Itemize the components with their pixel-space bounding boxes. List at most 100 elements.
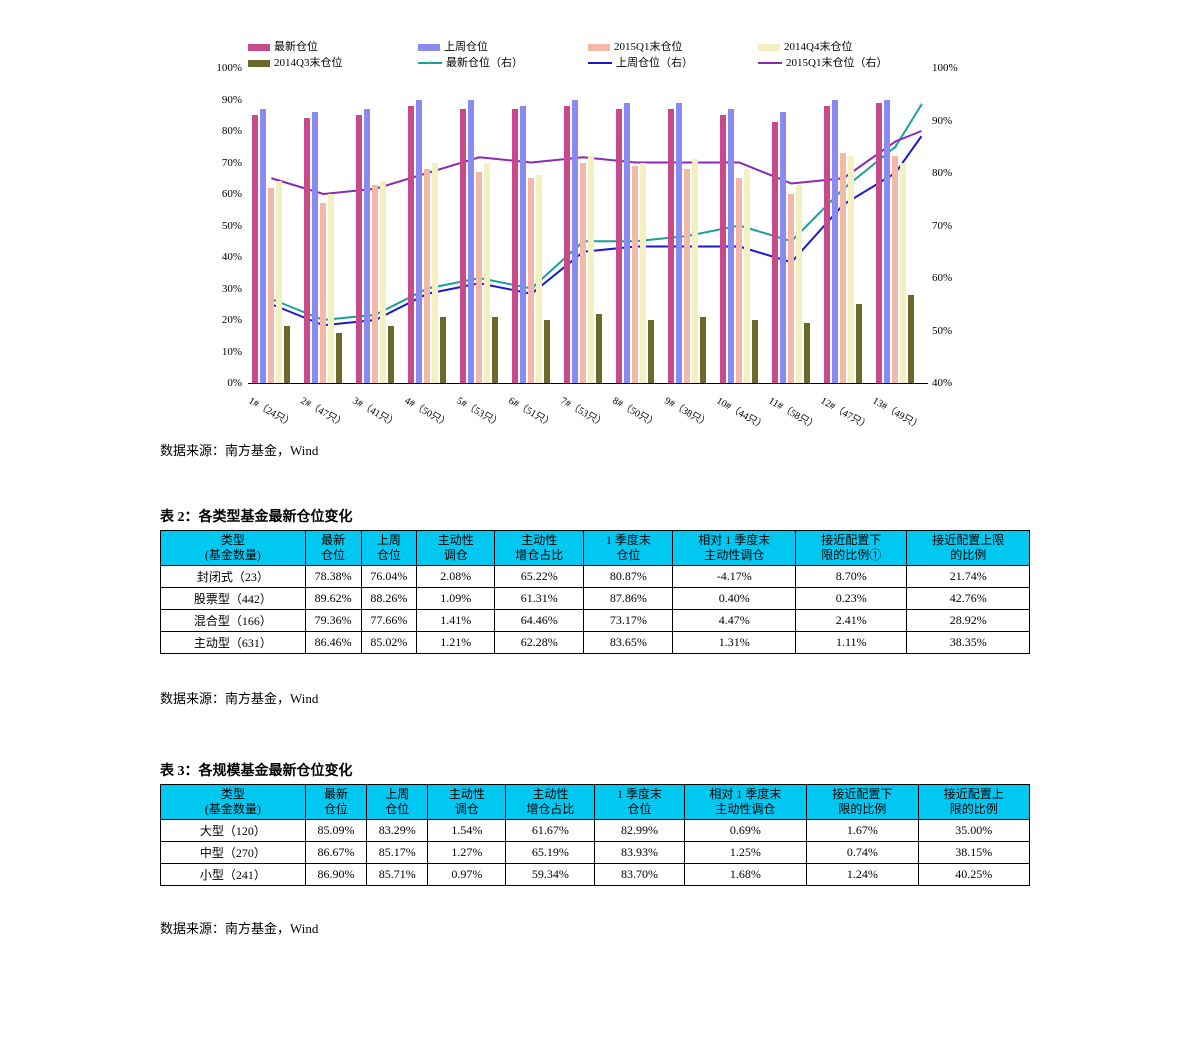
bar (268, 188, 274, 383)
table-cell: 83.93% (595, 842, 684, 864)
table-row: 混合型（166）79.36%77.66%1.41%64.46%73.17%4.4… (161, 610, 1030, 632)
bar (596, 314, 602, 383)
bar (676, 103, 682, 383)
bar (424, 169, 430, 383)
bar (468, 100, 474, 384)
bar (304, 118, 310, 383)
table-cell: 86.67% (305, 842, 366, 864)
svg-text:+: + (919, 100, 924, 110)
table-cell: 主动型（631） (161, 632, 306, 654)
table-cell: 85.09% (305, 820, 366, 842)
table-cell: 4.47% (673, 610, 796, 632)
bar (416, 100, 422, 384)
table-cell: 87.86% (584, 588, 673, 610)
svg-text:+: + (893, 142, 898, 152)
table-cell: 1.54% (428, 820, 506, 842)
table-row: 股票型（442）89.62%88.26%1.09%61.31%87.86%0.4… (161, 588, 1030, 610)
bar (900, 163, 906, 384)
bar (788, 194, 794, 383)
table-cell: 2.41% (796, 610, 907, 632)
table-cell: 封闭式（23） (161, 566, 306, 588)
table-cell: 2.08% (417, 566, 495, 588)
bar (856, 304, 862, 383)
bar (364, 109, 370, 383)
bar (840, 153, 846, 383)
table-header-cell: 接近配置上限的比例 (918, 785, 1029, 820)
bar (752, 320, 758, 383)
table-cell: 股票型（442） (161, 588, 306, 610)
table2-title: 表 3：各规模基金最新仓位变化 (160, 760, 353, 780)
bar (572, 100, 578, 384)
bar (640, 163, 646, 384)
table-cell: 0.74% (807, 842, 918, 864)
table-cell: 65.19% (506, 842, 595, 864)
bar (328, 194, 334, 383)
bar (432, 163, 438, 384)
table-row: 中型（270）86.67%85.17%1.27%65.19%83.93%1.25… (161, 842, 1030, 864)
table-header-cell: 最新仓位 (305, 785, 366, 820)
bar (804, 323, 810, 383)
bar (544, 320, 550, 383)
table-cell: 62.28% (495, 632, 584, 654)
bar (388, 326, 394, 383)
table-cell: 85.17% (367, 842, 428, 864)
chart-area: 最新仓位上周仓位2015Q1末仓位2014Q4末仓位2014Q3末仓位+最新仓位… (198, 38, 968, 428)
table-cell: 78.38% (305, 566, 361, 588)
bar (796, 185, 802, 383)
table-cell: 88.26% (361, 588, 417, 610)
bar (408, 106, 414, 383)
table-cell: 1.31% (673, 632, 796, 654)
table-header-cell: 上周仓位 (361, 531, 417, 566)
x-axis: 1#（24只）2#（47只）3#（41只）4#（50只）5#（53只）6#（51… (248, 388, 928, 428)
bar (320, 203, 326, 383)
bar (616, 109, 622, 383)
table-cell: 混合型（166） (161, 610, 306, 632)
table1-title: 表 2：各类型基金最新仓位变化 (160, 506, 353, 526)
table2-source: 数据来源：南方基金，Wind (160, 918, 318, 937)
bar (700, 317, 706, 383)
table-header-cell: 接近配置下限的比例 (807, 785, 918, 820)
table-cell: 35.00% (918, 820, 1029, 842)
y-axis-right: 40%50%60%70%80%90%100% (928, 68, 978, 383)
table-header-cell: 类型(基金数量) (161, 531, 306, 566)
legend-item: 最新仓位 (248, 38, 318, 54)
bar (824, 106, 830, 383)
table-header-cell: 类型(基金数量) (161, 785, 306, 820)
table-cell: 80.87% (584, 566, 673, 588)
table-cell: 小型（241） (161, 864, 306, 886)
bar (884, 100, 890, 384)
table-cell: 0.97% (428, 864, 506, 886)
bar (780, 112, 786, 383)
table-cell: 8.70% (796, 566, 907, 588)
table-cell: 86.90% (305, 864, 366, 886)
table-cell: 82.99% (595, 820, 684, 842)
table-cell: 61.31% (495, 588, 584, 610)
bar (848, 156, 854, 383)
table-cell: 77.66% (361, 610, 417, 632)
table-cell: 59.34% (506, 864, 595, 886)
table-cell: 40.25% (918, 864, 1029, 886)
table-cell: 65.22% (495, 566, 584, 588)
bar (744, 169, 750, 383)
table-cell: 1.27% (428, 842, 506, 864)
table-cell: 42.76% (907, 588, 1030, 610)
table-header-cell: 接近配置上限的比例 (907, 531, 1030, 566)
table-header-cell: 主动性调仓 (417, 531, 495, 566)
bar (832, 100, 838, 384)
table-cell: 38.35% (907, 632, 1030, 654)
bar (528, 178, 534, 383)
table-cell: 73.17% (584, 610, 673, 632)
page-root: 最新仓位上周仓位2015Q1末仓位2014Q4末仓位2014Q3末仓位+最新仓位… (0, 0, 1191, 1041)
table-row: 小型（241）86.90%85.71%0.97%59.34%83.70%1.68… (161, 864, 1030, 886)
plot-area: ++++++++++++++ (248, 68, 928, 384)
table-cell: 0.23% (796, 588, 907, 610)
legend-item: 2014Q4末仓位 (758, 38, 852, 54)
table-cell: 1.24% (807, 864, 918, 886)
table-cell: 38.15% (918, 842, 1029, 864)
table-header-cell: 相对 1 季度末主动性调仓 (673, 531, 796, 566)
bar (512, 109, 518, 383)
bar (564, 106, 570, 383)
table-cell: 76.04% (361, 566, 417, 588)
table-cell: 83.70% (595, 864, 684, 886)
table-cell: 61.67% (506, 820, 595, 842)
